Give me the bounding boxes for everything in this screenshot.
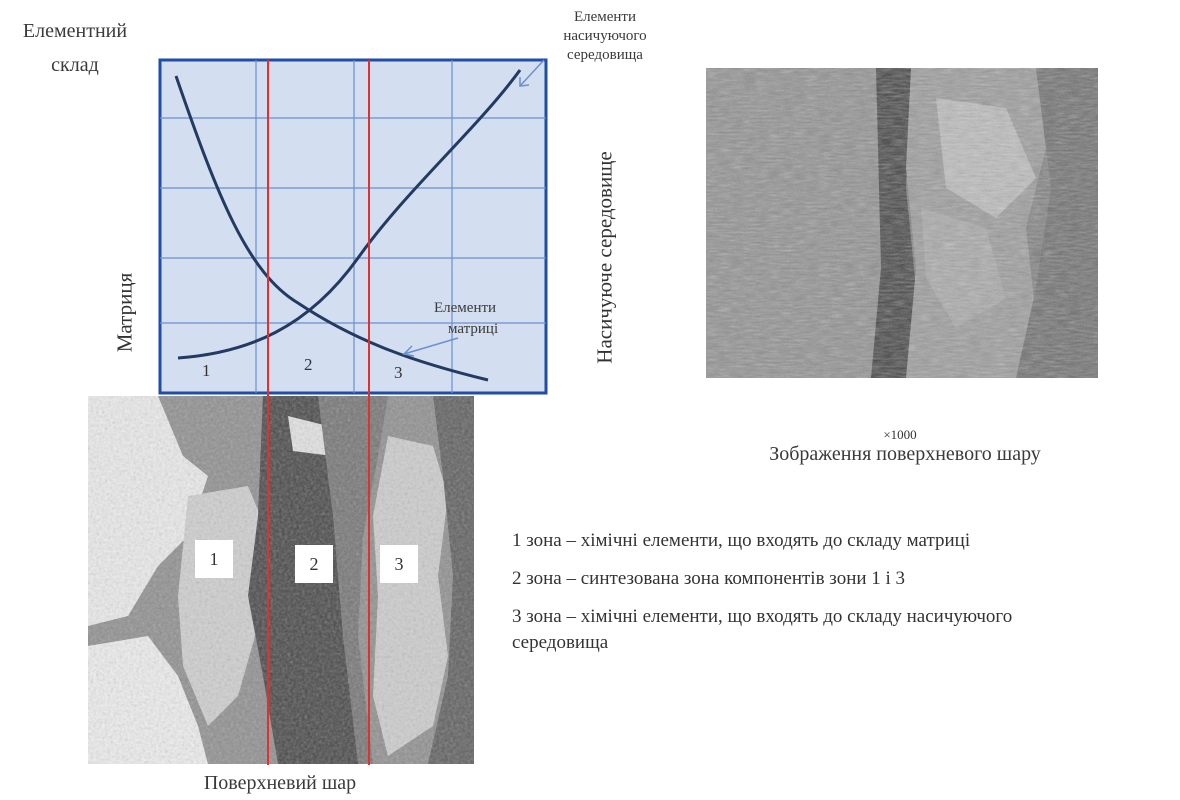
legend-item-zone-2: 2 зона – синтезована зона компонентів зо… (512, 568, 906, 589)
legend-item-zone-3-line-1: 3 зона – хімічні елементи, що входять до… (512, 606, 1013, 627)
medium-elements-annotation: Елементи насичуючого середовища (540, 8, 670, 65)
sem-surface-image (706, 68, 1098, 378)
chart-zone-2-label: 2 (304, 355, 313, 374)
medium-annotation-line-1: Елементи (573, 9, 637, 25)
medium-elements-curve (177, 69, 522, 360)
matrix-annotation-line-2: матриці (448, 321, 498, 337)
chart-zone-3-label: 3 (394, 363, 403, 382)
sem-caption: Зображення поверхневого шару (769, 443, 1041, 465)
legend-item-zone-1: 1 зона – хімічні елементи, що входять до… (512, 530, 971, 551)
micrograph-caption: Поверхневий шар (203, 772, 357, 794)
composition-axis-title: Елементний склад (5, 18, 145, 78)
surface-layer-micrograph (88, 396, 474, 764)
medium-annotation-line-3: середовища (567, 47, 643, 63)
micrograph-zone-1-label: 1 (195, 540, 233, 578)
zone-boundary-line-right (368, 60, 370, 765)
chart-zone-1-label: 1 (202, 361, 211, 380)
legend-item-zone-3-line-2: середовища (512, 632, 609, 653)
micrograph-zone-3-label: 3 (380, 545, 418, 583)
matrix-annotation-line-1: Елементи (434, 300, 496, 316)
composition-title-line-2: склад (51, 54, 99, 76)
zone-legend: 1 зона – хімічні елементи, що входять до… (512, 528, 1172, 656)
composition-title-line-1: Елементний (22, 20, 128, 42)
matrix-axis-label: Матриця (112, 272, 137, 353)
zone-boundary-line-left (267, 60, 269, 765)
micrograph-zone-2-label: 2 (295, 545, 333, 583)
medium-axis-label: Насичуюче середовище (592, 151, 617, 364)
medium-annotation-line-2: насичуючого (563, 28, 647, 44)
medium-annotation-arrow-icon (519, 59, 545, 87)
matrix-elements-curve (174, 75, 489, 382)
composition-chart: 1 2 3 Елементи матриці (158, 58, 548, 395)
sem-magnification: ×1000 (883, 427, 917, 442)
matrix-annotation-arrow-icon (402, 337, 459, 357)
